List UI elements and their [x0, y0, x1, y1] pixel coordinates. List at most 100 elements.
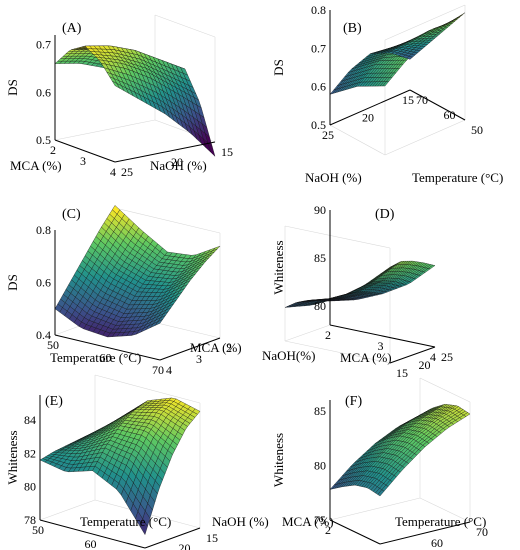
box-edge	[94, 374, 201, 404]
z-tick-label: 0.6	[36, 85, 51, 99]
panel-label: (F)	[345, 394, 362, 409]
x-tick-label: 3	[80, 154, 86, 168]
panel-2: (C) 0.4 0.6 0.8 DS 50 60 70 4 3 2 Temperature (°C) M…	[5, 205, 242, 377]
box-edge	[329, 124, 386, 156]
z-tick-label: 0.5	[36, 133, 51, 147]
x-tick-label: 25	[322, 128, 334, 142]
box-edge	[329, 497, 421, 521]
x-tick-label: 50	[32, 523, 44, 537]
y-tick-label: 50	[471, 123, 483, 137]
y-axis-label: MCA (%)	[190, 340, 242, 355]
z-axis-label: DS	[5, 79, 20, 96]
x-tick-label: 4	[375, 547, 381, 550]
panel-label: (B)	[343, 21, 362, 36]
x-axis-label: Temperature (°C)	[50, 350, 141, 365]
x-axis-label: MCA (%)	[282, 514, 334, 529]
y-tick-label: 3	[196, 352, 202, 366]
surface	[329, 404, 471, 497]
z-axis-label: Whiteness	[5, 430, 20, 484]
z-tick-label: 80	[314, 299, 326, 313]
x-tick-label: 4	[430, 350, 436, 364]
y-tick-label: 25	[441, 350, 453, 364]
z-axis-label: DS	[5, 274, 20, 291]
y-tick-label: 20	[419, 358, 431, 372]
y-axis-line	[389, 346, 436, 364]
y-tick-label: 20	[179, 541, 191, 550]
x-axis-line	[54, 334, 161, 361]
box-edge	[39, 499, 96, 521]
box-edge	[419, 497, 471, 523]
y-tick-label: 4	[166, 363, 172, 377]
x-axis-line	[329, 89, 411, 126]
surface-patch	[154, 318, 164, 326]
x-tick-label: 2	[325, 523, 331, 537]
panel-label: (A)	[62, 21, 82, 36]
x-axis-line	[54, 139, 116, 163]
z-tick-label: 0.7	[36, 38, 51, 52]
z-tick-label: 80	[314, 458, 326, 472]
x-tick-label: 50	[47, 338, 59, 352]
y-axis-line	[159, 337, 221, 361]
surface	[329, 12, 466, 95]
box-edge	[384, 4, 466, 41]
z-tick-label: 0.8	[311, 3, 326, 17]
y-axis-line	[409, 89, 466, 121]
z-axis-label: DS	[271, 59, 286, 76]
panel-label: (E)	[45, 394, 63, 409]
x-tick-label: 15	[402, 93, 414, 107]
z-tick-label: 85	[314, 251, 326, 265]
z-tick-label: 80	[24, 480, 36, 494]
surface-patch	[406, 55, 413, 60]
z-tick-label: 75	[314, 513, 326, 527]
z-tick-label: 0.5	[311, 118, 326, 132]
z-tick-label: 0.4	[36, 328, 51, 342]
box-edge	[419, 377, 471, 403]
x-axis-line	[329, 519, 381, 545]
y-axis-label: NaOH (%)	[212, 514, 269, 529]
y-tick-label: 50	[386, 547, 398, 550]
box-edge	[154, 14, 216, 38]
x-tick-label: 4	[110, 165, 116, 179]
x-tick-label: 3	[378, 339, 384, 353]
x-tick-label: 20	[362, 111, 374, 125]
box-edge	[284, 225, 391, 249]
box-edge	[284, 340, 391, 364]
x-tick-label: 2	[325, 328, 331, 342]
y-tick-label: 70	[476, 525, 488, 539]
surface	[54, 205, 221, 338]
z-axis-label: Whiteness	[271, 240, 286, 294]
z-tick-label: 0.7	[311, 41, 326, 55]
y-axis-label: NaOH (%)	[150, 158, 207, 173]
x-tick-label: 60	[100, 351, 112, 365]
y-axis-line	[144, 527, 201, 549]
y-axis-line	[114, 141, 216, 163]
surface-patch	[140, 518, 148, 536]
box-edge	[114, 207, 221, 234]
y-tick-label: 70	[416, 93, 428, 107]
z-axis-label: Whiteness	[271, 433, 286, 487]
x-axis-label: Temperature (°C)	[80, 514, 171, 529]
box-edge	[54, 119, 156, 141]
y-axis-label: Temperature (°C)	[395, 514, 486, 529]
y-tick-label: 25	[121, 165, 133, 179]
panel-label: (D)	[375, 207, 395, 222]
panel-1: (B) 0.5 0.6 0.7 0.8 DS 25 20 15 70 60 50 NaOH (%) Tem…	[271, 3, 503, 185]
z-tick-label: 0.6	[311, 80, 326, 94]
y-tick-label: 20	[171, 155, 183, 169]
y-axis-line	[379, 521, 471, 545]
y-axis-label: NaOH(%)	[262, 348, 315, 363]
x-axis-line	[39, 519, 146, 549]
panel-5: (F) 75 80 85 Whiteness 2 4 50 60 70 MCA (%) Tempera…	[271, 377, 488, 550]
x-tick-label: 60	[85, 537, 97, 550]
x-axis-line	[329, 324, 436, 348]
y-tick-label: 60	[444, 108, 456, 122]
y-tick-label: 15	[396, 366, 408, 380]
z-tick-label: 85	[314, 404, 326, 418]
surface-patch	[111, 80, 121, 89]
surface-patch	[377, 489, 385, 497]
box-edge	[384, 119, 466, 156]
z-tick-label: 82	[24, 446, 36, 460]
z-tick-label: 78	[24, 513, 36, 527]
surface-patch	[427, 264, 436, 270]
